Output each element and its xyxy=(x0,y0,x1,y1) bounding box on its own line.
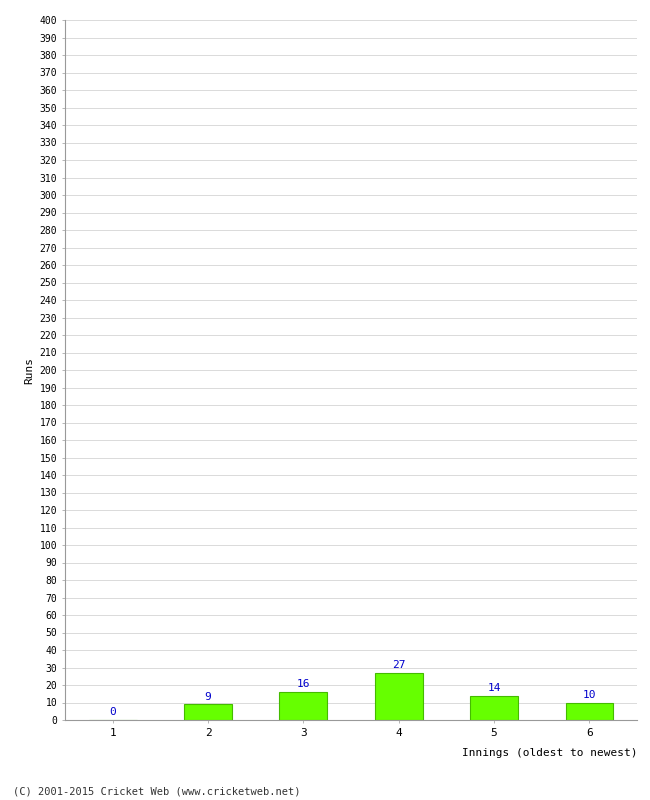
Bar xyxy=(375,673,422,720)
Text: 16: 16 xyxy=(296,679,310,690)
Bar xyxy=(184,704,232,720)
Text: 9: 9 xyxy=(205,692,211,702)
Text: 27: 27 xyxy=(392,660,406,670)
Bar xyxy=(470,695,518,720)
Text: 0: 0 xyxy=(109,707,116,718)
Bar xyxy=(280,692,327,720)
Text: (C) 2001-2015 Cricket Web (www.cricketweb.net): (C) 2001-2015 Cricket Web (www.cricketwe… xyxy=(13,786,300,796)
Text: 10: 10 xyxy=(582,690,596,700)
Text: 14: 14 xyxy=(488,683,500,693)
Bar xyxy=(566,702,613,720)
X-axis label: Innings (oldest to newest): Innings (oldest to newest) xyxy=(462,748,637,758)
Y-axis label: Runs: Runs xyxy=(24,357,34,383)
